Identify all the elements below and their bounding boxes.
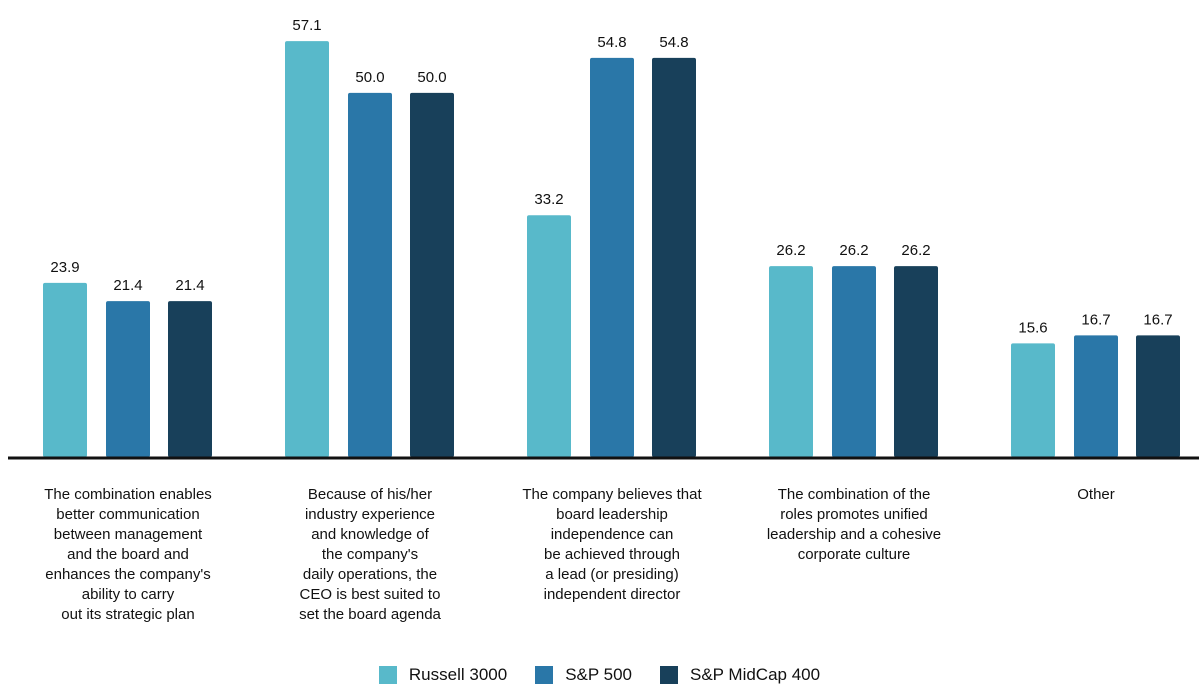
bar-3-2 <box>410 92 454 457</box>
data-label-3-1: 21.4 <box>175 277 204 294</box>
legend-label-3: S&P MidCap 400 <box>689 665 821 684</box>
data-label-1-3: 33.2 <box>534 191 563 208</box>
bar-1-5 <box>1011 343 1055 457</box>
bar-2-1 <box>106 301 150 457</box>
data-label-3-5: 16.7 <box>1143 311 1172 328</box>
category-label-2: Because of his/her industry experience a… <box>299 486 441 623</box>
legend-swatch-1 <box>378 666 397 684</box>
category-label-3: The company believes that board leadersh… <box>522 486 702 603</box>
data-label-1-5: 15.6 <box>1018 319 1047 336</box>
data-label-2-4: 26.2 <box>839 242 868 259</box>
bar-3-3 <box>652 57 696 458</box>
legend-label-2: S&P 500 <box>565 665 632 684</box>
bar-3-1 <box>168 301 212 457</box>
bar-1-4 <box>769 266 813 457</box>
bar-2-4 <box>832 266 876 457</box>
bar-1-2 <box>285 41 329 457</box>
bar-2-3 <box>590 57 634 458</box>
bar-3-5 <box>1136 335 1180 457</box>
data-label-2-5: 16.7 <box>1081 311 1110 328</box>
data-label-1-4: 26.2 <box>776 242 805 259</box>
data-label-1-1: 23.9 <box>50 259 79 276</box>
legend-item-1: Russell 3000 <box>378 665 508 685</box>
category-label-4: The combination of the roles promotes un… <box>766 486 942 563</box>
legend-item-3: S&P MidCap 400 <box>659 665 821 685</box>
legend-swatch-3 <box>659 666 678 684</box>
category-label-5: Other <box>1077 486 1115 503</box>
data-label-2-3: 54.8 <box>597 34 626 51</box>
legend-label-1: Russell 3000 <box>408 665 508 684</box>
data-label-3-4: 26.2 <box>901 242 930 259</box>
bar-2-5 <box>1074 335 1118 457</box>
legend-item-2: S&P 500 <box>535 665 632 685</box>
data-label-2-1: 21.4 <box>113 277 142 294</box>
bar-3-4 <box>894 266 938 457</box>
bar-1-3 <box>527 215 571 457</box>
data-label-2-2: 50.0 <box>355 69 384 86</box>
data-label-3-3: 54.8 <box>659 34 688 51</box>
legend: Russell 3000 S&P 500 S&P MidCap 400 <box>0 664 1199 686</box>
legend-swatch-2 <box>535 666 554 684</box>
bar-1-1 <box>43 282 87 457</box>
bar-2-2 <box>348 92 392 457</box>
chart-canvas: 23.9 57.1 33.2 26.2 15.6 21.4 50.0 54.8 26.2 16.7… <box>8 17 1199 460</box>
category-label-1: The combination enables better communica… <box>44 486 212 623</box>
data-label-3-2: 50.0 <box>417 69 446 86</box>
data-label-1-2: 57.1 <box>292 17 321 34</box>
